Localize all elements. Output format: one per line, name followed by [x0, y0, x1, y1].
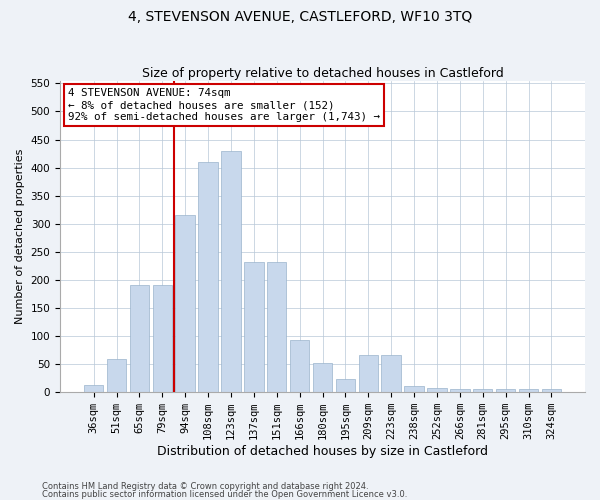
- Bar: [450, 389, 470, 392]
- Bar: [404, 386, 424, 392]
- Text: Contains HM Land Registry data © Crown copyright and database right 2024.: Contains HM Land Registry data © Crown c…: [42, 482, 368, 491]
- Bar: [519, 389, 538, 392]
- Bar: [335, 380, 355, 392]
- Bar: [152, 285, 172, 392]
- Text: 4, STEVENSON AVENUE, CASTLEFORD, WF10 3TQ: 4, STEVENSON AVENUE, CASTLEFORD, WF10 3T…: [128, 10, 472, 24]
- Text: Contains public sector information licensed under the Open Government Licence v3: Contains public sector information licen…: [42, 490, 407, 499]
- Bar: [359, 356, 378, 392]
- Bar: [267, 262, 286, 392]
- Y-axis label: Number of detached properties: Number of detached properties: [15, 148, 25, 324]
- Bar: [427, 388, 446, 392]
- Bar: [130, 285, 149, 392]
- Bar: [221, 150, 241, 392]
- Bar: [313, 362, 332, 392]
- Title: Size of property relative to detached houses in Castleford: Size of property relative to detached ho…: [142, 66, 503, 80]
- Bar: [496, 389, 515, 392]
- Bar: [542, 389, 561, 392]
- Bar: [244, 262, 263, 392]
- Bar: [84, 385, 103, 392]
- Bar: [473, 389, 493, 392]
- Bar: [107, 359, 126, 392]
- Bar: [175, 215, 195, 392]
- X-axis label: Distribution of detached houses by size in Castleford: Distribution of detached houses by size …: [157, 444, 488, 458]
- Text: 4 STEVENSON AVENUE: 74sqm
← 8% of detached houses are smaller (152)
92% of semi-: 4 STEVENSON AVENUE: 74sqm ← 8% of detach…: [68, 88, 380, 122]
- Bar: [382, 356, 401, 392]
- Bar: [290, 340, 310, 392]
- Bar: [199, 162, 218, 392]
